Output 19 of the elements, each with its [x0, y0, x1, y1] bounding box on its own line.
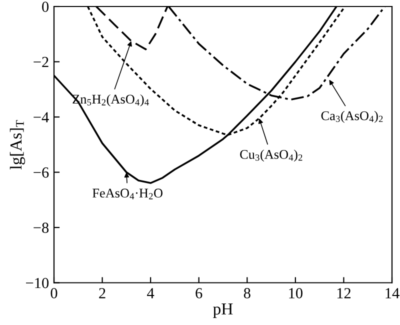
x-tick-label: 0	[50, 288, 58, 298]
x-tick-label: 14	[386, 288, 400, 298]
x-axis-title: pH	[213, 304, 233, 318]
x-tick-label: 10	[289, 288, 302, 298]
x-tick-label: 6	[196, 288, 202, 298]
x-tick-label: 12	[337, 288, 351, 298]
y-tick-label: −8	[34, 222, 49, 233]
y-tick-label: −2	[34, 56, 48, 68]
annotation: Ca$_{3}$(AsO$_{4}$)$_{2}$	[321, 110, 383, 123]
annotation: FeAsO$_{4}$·H$_{2}$O	[92, 188, 162, 200]
x-tick-label: 4	[147, 288, 154, 298]
y-tick-label: −10	[26, 278, 49, 288]
y-tick-label: 0	[42, 2, 49, 12]
annotation: Cu$_{3}$(AsO$_{4}$)$_{2}$	[240, 150, 302, 162]
y-tick-label: −6	[34, 167, 49, 178]
y-axis-title: lg[As]$_{T}$	[10, 120, 26, 170]
y-tick-label: −4	[34, 112, 49, 122]
x-tick-label: 8	[244, 288, 250, 298]
x-tick-label: 2	[99, 288, 106, 298]
